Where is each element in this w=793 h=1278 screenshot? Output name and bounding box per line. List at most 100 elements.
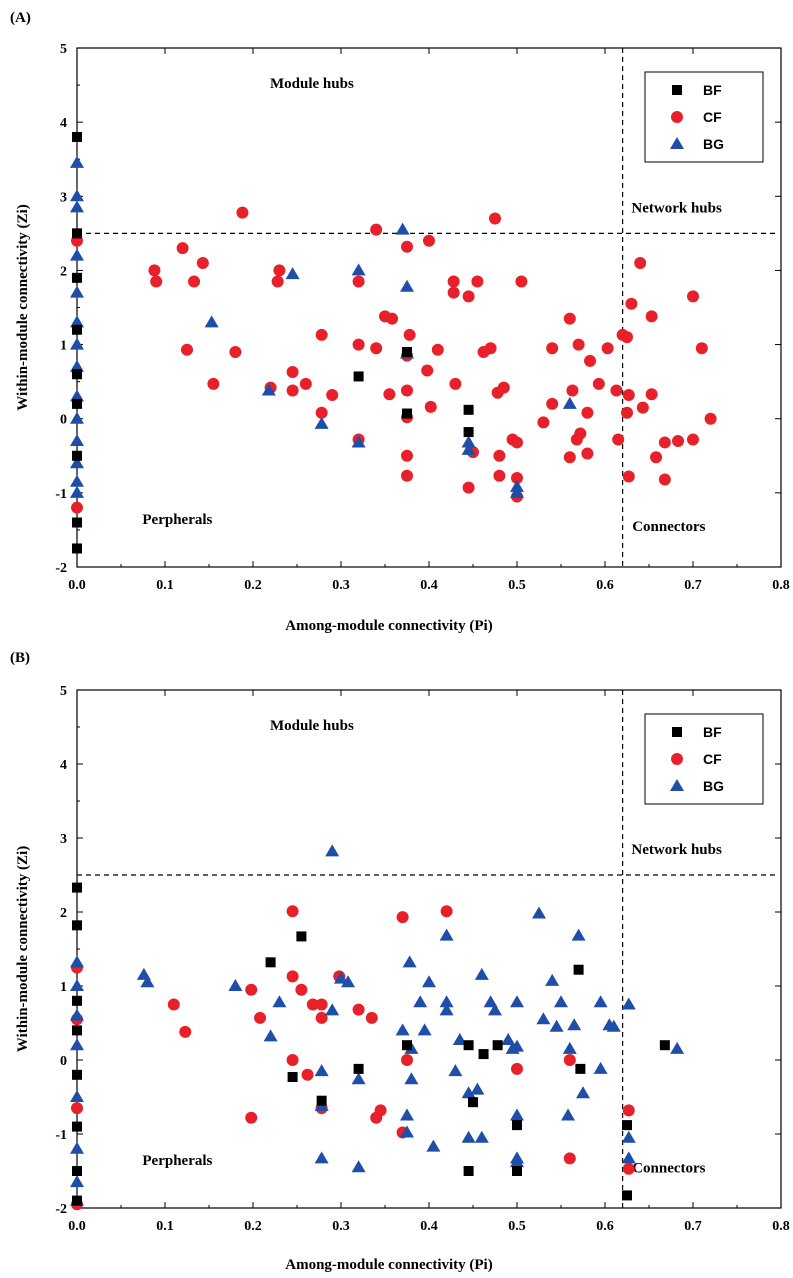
data-point-cf bbox=[511, 472, 523, 485]
data-point-bg bbox=[341, 975, 356, 988]
data-point-cf bbox=[687, 433, 699, 446]
data-point-bg bbox=[351, 1160, 366, 1173]
data-point-bg bbox=[510, 485, 524, 498]
data-point-cf bbox=[326, 388, 339, 401]
data-point-cf bbox=[352, 1003, 365, 1016]
data-point-cf bbox=[622, 1104, 635, 1117]
region-label-module-hubs: Module hubs bbox=[270, 76, 354, 92]
data-point-cf bbox=[421, 364, 434, 377]
region-label-connectors: Connectors bbox=[632, 1160, 705, 1176]
data-point-bf bbox=[72, 543, 82, 554]
data-point-bg bbox=[351, 263, 366, 276]
data-point-bf bbox=[478, 1049, 489, 1060]
data-point-bg bbox=[470, 1082, 485, 1095]
data-point-cf bbox=[370, 223, 383, 236]
series-bf bbox=[72, 882, 670, 1206]
data-point-cf bbox=[484, 342, 497, 355]
data-point-bg bbox=[510, 1039, 524, 1052]
data-point-bf bbox=[72, 995, 82, 1006]
data-point-bf bbox=[622, 1120, 632, 1131]
x-tick-label: 0.3 bbox=[332, 1219, 350, 1234]
data-point-cf bbox=[447, 286, 460, 299]
data-point-cf bbox=[622, 388, 635, 401]
data-point-bg bbox=[439, 995, 454, 1008]
data-point-cf bbox=[581, 447, 594, 460]
x-tick-label: 0.6 bbox=[596, 1219, 614, 1234]
data-point-cf bbox=[403, 328, 416, 341]
data-point-bg bbox=[510, 1155, 524, 1168]
data-point-cf bbox=[286, 1054, 299, 1066]
data-point-cf bbox=[286, 384, 299, 397]
data-point-bg bbox=[461, 1130, 476, 1143]
legend-marker-bg bbox=[670, 137, 684, 149]
data-point-cf bbox=[687, 290, 699, 303]
data-point-cf bbox=[622, 470, 635, 483]
data-point-cf bbox=[245, 1111, 258, 1124]
data-point-cf bbox=[423, 234, 435, 247]
data-point-cf bbox=[537, 416, 550, 429]
data-point-cf bbox=[306, 998, 319, 1011]
data-point-bg bbox=[417, 1023, 432, 1036]
data-point-bg bbox=[448, 1064, 463, 1077]
region-label-perpherals: Perpherals bbox=[142, 1153, 212, 1169]
data-point-cf bbox=[572, 338, 585, 351]
data-point-bf bbox=[72, 324, 82, 335]
data-point-bg bbox=[70, 337, 84, 350]
data-point-bf bbox=[72, 1121, 82, 1132]
data-point-cf bbox=[352, 338, 365, 351]
data-point-bg bbox=[593, 995, 608, 1008]
y-tick-label: 3 bbox=[60, 190, 67, 205]
data-point-bg bbox=[576, 1086, 590, 1099]
data-point-cf bbox=[315, 406, 328, 419]
data-point-bg bbox=[400, 1125, 414, 1138]
data-point-bg bbox=[70, 389, 84, 402]
data-point-cf bbox=[383, 388, 396, 401]
data-point-cf bbox=[672, 434, 685, 447]
data-point-bg bbox=[314, 416, 329, 429]
data-point-cf bbox=[601, 342, 614, 355]
data-point-bf bbox=[622, 1190, 632, 1201]
data-point-bg bbox=[561, 1108, 576, 1121]
legend-marker-bf bbox=[672, 85, 682, 95]
y-axis-title: Within-module connectivity (Zi) bbox=[15, 204, 31, 410]
region-label-network-hubs: Network hubs bbox=[631, 842, 722, 858]
data-point-bg bbox=[70, 456, 84, 469]
data-point-bf bbox=[463, 427, 474, 438]
data-point-cf bbox=[299, 377, 312, 390]
data-point-cf bbox=[150, 275, 163, 288]
data-point-bg bbox=[285, 267, 300, 280]
data-point-bg bbox=[501, 1033, 516, 1046]
x-tick-label: 0.1 bbox=[156, 1219, 174, 1234]
data-point-cf bbox=[71, 501, 83, 514]
y-tick-label: 2 bbox=[60, 264, 67, 279]
data-point-bg bbox=[314, 1151, 329, 1164]
data-point-bg bbox=[70, 433, 84, 446]
data-point-cf bbox=[511, 1062, 523, 1075]
data-point-bf bbox=[72, 1195, 82, 1206]
data-point-cf bbox=[286, 970, 299, 983]
legend-box bbox=[644, 713, 764, 805]
x-tick-label: 0.3 bbox=[332, 578, 350, 593]
data-point-cf bbox=[621, 331, 633, 344]
data-point-bg bbox=[70, 200, 84, 213]
data-point-cf bbox=[176, 242, 189, 255]
data-point-bg bbox=[400, 279, 414, 292]
data-point-bf bbox=[287, 1072, 298, 1083]
data-point-bf bbox=[512, 1120, 522, 1131]
data-point-bg bbox=[593, 1061, 608, 1074]
data-point-cf bbox=[695, 342, 708, 355]
data-point-bf bbox=[353, 371, 364, 382]
data-point-bg bbox=[334, 971, 348, 984]
y-tick-label: 3 bbox=[60, 832, 67, 847]
data-point-bg bbox=[325, 1003, 340, 1016]
data-point-cf bbox=[179, 1025, 192, 1038]
y-tick-label: 0 bbox=[60, 413, 67, 428]
y-tick-label: -2 bbox=[55, 561, 67, 576]
data-point-bg bbox=[426, 1139, 441, 1152]
data-point-bg bbox=[70, 1008, 84, 1021]
data-point-cf bbox=[574, 427, 587, 440]
data-point-cf bbox=[315, 998, 328, 1011]
data-point-bg bbox=[461, 442, 476, 455]
legend-label-bg: BG bbox=[703, 778, 724, 794]
data-point-bf bbox=[72, 131, 82, 142]
